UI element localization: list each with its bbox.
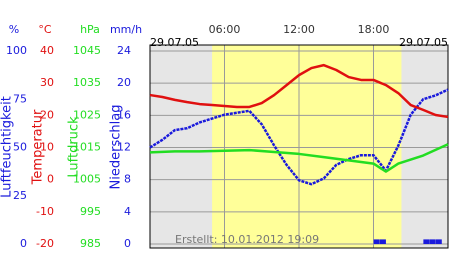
y-tick-label: 10 xyxy=(40,141,54,154)
y-tick-label: 40 xyxy=(40,44,54,57)
y-tick-label: 12 xyxy=(117,141,131,154)
y-tick-label: 50 xyxy=(13,141,27,154)
axis-unit: °C xyxy=(38,23,52,36)
axis-unit: hPa xyxy=(80,23,100,36)
precip-bar xyxy=(435,239,442,244)
y-tick-label: 24 xyxy=(117,44,131,57)
y-tick-label: 1025 xyxy=(73,108,101,121)
y-tick-label: 4 xyxy=(124,205,131,218)
series-line xyxy=(149,63,449,119)
y-tick-label: 985 xyxy=(80,237,101,250)
y-tick-label: 0 xyxy=(20,237,27,250)
series-line xyxy=(149,88,449,186)
y-tick-label: 1015 xyxy=(73,141,101,154)
y-tick-label: -10 xyxy=(36,205,54,218)
axis-unit: % xyxy=(9,23,19,36)
x-tick-label: 18:00 xyxy=(358,23,390,36)
precip-bar xyxy=(429,239,436,244)
y-tick-label: 8 xyxy=(124,173,131,186)
x-tick-label: 12:00 xyxy=(283,23,315,36)
series-line xyxy=(149,143,449,173)
y-tick-label: 100 xyxy=(6,44,27,57)
y-tick-label: 0 xyxy=(47,173,54,186)
axis-title: Luftfeuchtigkeit xyxy=(0,96,15,198)
y-tick-label: 1045 xyxy=(73,44,101,57)
date-label: 29.07.05 xyxy=(399,36,448,49)
axis-unit: mm/h xyxy=(110,23,142,36)
axis-title: Niederschlag xyxy=(109,105,124,190)
precip-bar xyxy=(373,239,380,244)
y-tick-label: 0 xyxy=(124,237,131,250)
y-tick-label: 75 xyxy=(13,92,27,105)
axis-title: Temperatur xyxy=(31,109,46,185)
y-tick-label: 995 xyxy=(80,205,101,218)
date-label: 29.07.05 xyxy=(150,36,199,49)
y-tick-label: 1005 xyxy=(73,173,101,186)
precip-bar xyxy=(379,239,386,244)
y-tick-label: 1035 xyxy=(73,76,101,89)
y-tick-label: -20 xyxy=(36,237,54,250)
created-label: Erstellt: 10.01.2012 19:09 xyxy=(175,233,319,246)
y-tick-label: 30 xyxy=(40,76,54,89)
y-tick-label: 20 xyxy=(40,108,54,121)
y-tick-label: 25 xyxy=(13,189,27,202)
y-tick-label: 20 xyxy=(117,76,131,89)
x-tick-label: 06:00 xyxy=(209,23,241,36)
axis-title: Luftdruck xyxy=(67,116,82,178)
precip-bar xyxy=(423,239,430,244)
y-tick-label: 16 xyxy=(117,108,131,121)
